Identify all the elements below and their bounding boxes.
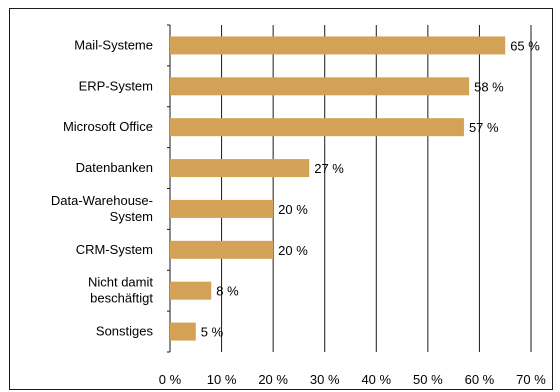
category-label: Datenbanken	[76, 160, 153, 175]
data-label: 27 %	[314, 161, 344, 176]
bar	[170, 281, 212, 300]
category-label: Nicht damit	[88, 275, 153, 290]
bar	[170, 240, 274, 259]
x-tick-label: 40 %	[361, 372, 391, 387]
x-tick-label: 60 %	[465, 372, 495, 387]
x-tick-label: 30 %	[310, 372, 340, 387]
x-tick-label: 20 %	[258, 372, 288, 387]
category-label: Data-Warehouse-	[51, 193, 153, 208]
data-label: 20 %	[278, 202, 308, 217]
bar	[170, 159, 310, 178]
category-label: beschäftigt	[90, 291, 153, 306]
category-label: System	[110, 209, 153, 224]
bar	[170, 77, 470, 96]
bar	[170, 199, 274, 218]
category-label: Sonstiges	[96, 324, 154, 339]
category-label: Mail-Systeme	[74, 37, 153, 52]
bar	[170, 36, 506, 55]
data-label: 65 %	[510, 38, 540, 53]
category-label: Microsoft Office	[63, 119, 153, 134]
x-tick-label: 10 %	[207, 372, 237, 387]
x-tick-label: 50 %	[413, 372, 443, 387]
data-label: 57 %	[469, 120, 499, 135]
chart-frame	[9, 8, 553, 390]
category-label: CRM-System	[76, 242, 153, 257]
data-label: 20 %	[278, 243, 308, 258]
bar	[170, 322, 196, 341]
x-tick-label: 0 %	[159, 372, 182, 387]
category-label: ERP-System	[79, 78, 153, 93]
bar	[170, 118, 464, 137]
x-tick-label: 70 %	[516, 372, 546, 387]
data-label: 58 %	[474, 79, 504, 94]
data-label: 8 %	[216, 284, 239, 299]
data-label: 5 %	[201, 325, 224, 340]
